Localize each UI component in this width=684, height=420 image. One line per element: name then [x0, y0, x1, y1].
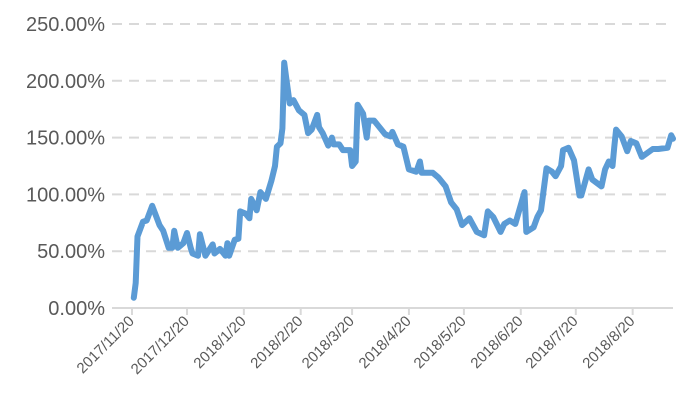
- y-tick-label: 0.00%: [48, 298, 105, 320]
- x-tick-label: 2018/5/20: [411, 313, 470, 372]
- y-tick-label: 150.00%: [26, 128, 105, 150]
- x-tick-label: 2018/7/20: [522, 313, 581, 372]
- x-tick-label: 2018/8/20: [579, 313, 638, 372]
- y-axis-tick-labels: 0.00% 50.00% 100.00% 150.00% 200.00% 250.00%: [26, 14, 105, 320]
- x-tick-label: 2018/1/20: [190, 313, 249, 372]
- x-tick-label: 2018/2/20: [247, 313, 306, 372]
- x-tick-label: 2017/12/20: [128, 313, 193, 378]
- y-tick-label: 50.00%: [37, 241, 105, 263]
- x-tick-label: 2018/3/20: [299, 313, 358, 372]
- y-tick-label: 250.00%: [26, 14, 105, 36]
- y-tick-label: 200.00%: [26, 71, 105, 93]
- x-tick-label: 2018/6/20: [467, 313, 526, 372]
- series-line: [130, 59, 676, 301]
- x-axis-ticks: 2017/11/202017/12/202018/1/202018/2/2020…: [74, 308, 638, 378]
- x-tick-label: 2018/4/20: [356, 313, 415, 372]
- y-tick-label: 100.00%: [26, 184, 105, 206]
